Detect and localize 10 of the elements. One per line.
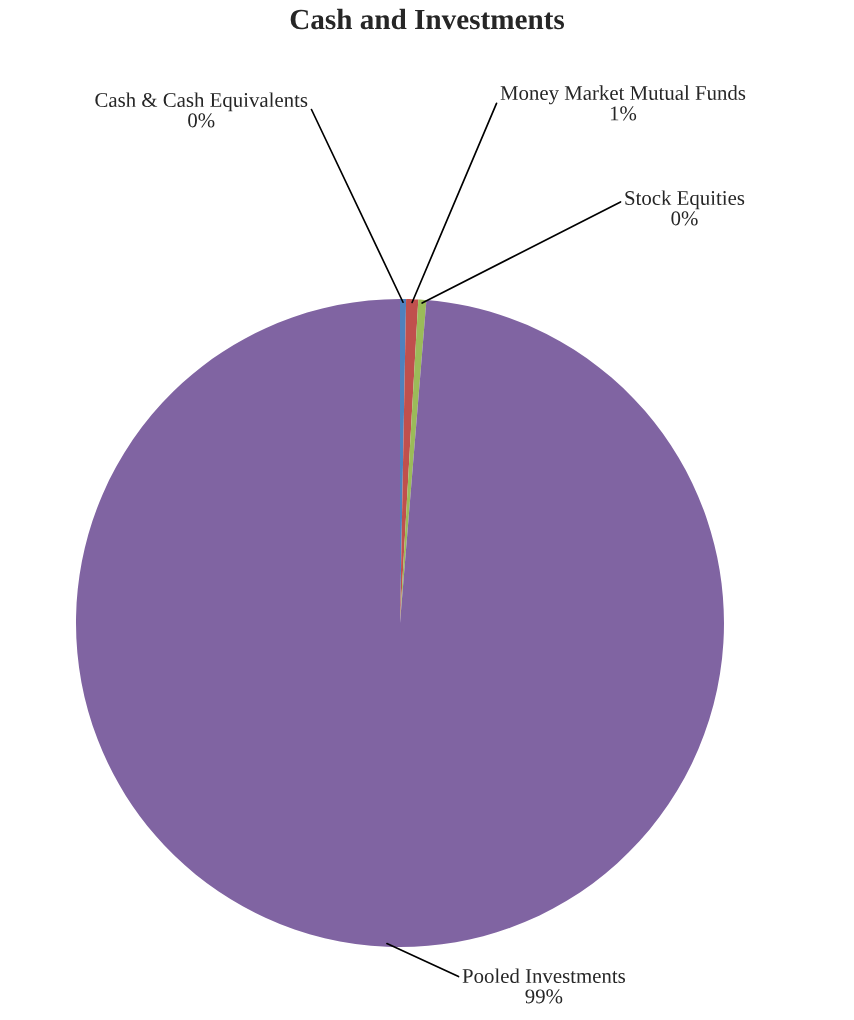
data-label: 99%	[525, 989, 563, 1004]
slice-label: Stock Equities	[625, 190, 745, 210]
chart-title: Cash and Investments	[290, 8, 565, 30]
pie-slice	[76, 299, 724, 947]
slice-label: Cash & Cash Equivalents	[95, 92, 308, 112]
data-label: 0%	[188, 113, 215, 128]
data-label: 1%	[610, 106, 637, 121]
slice-label: Pooled Investments	[462, 968, 625, 984]
data-label: 0%	[671, 211, 698, 226]
slice-label: Money Market Mutual Funds	[500, 85, 746, 105]
